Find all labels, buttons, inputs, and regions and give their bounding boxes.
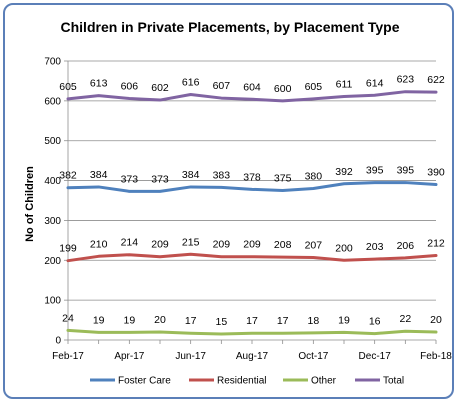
data-label-other: 19 bbox=[338, 314, 350, 326]
data-label-total: 623 bbox=[397, 74, 415, 86]
data-label-residential: 212 bbox=[427, 238, 445, 250]
data-label-residential: 209 bbox=[213, 239, 231, 251]
data-label-total: 602 bbox=[151, 82, 169, 94]
data-label-foster-care: 383 bbox=[213, 169, 231, 181]
data-label-residential: 215 bbox=[182, 236, 200, 248]
data-label-residential: 199 bbox=[59, 243, 77, 255]
y-axis-label: No of Children bbox=[24, 166, 36, 242]
x-tick-label: Feb-18 bbox=[420, 351, 452, 362]
data-label-residential: 208 bbox=[274, 239, 292, 251]
data-label-foster-care: 373 bbox=[151, 173, 169, 185]
data-label-residential: 214 bbox=[121, 237, 139, 249]
series-line-other bbox=[66, 328, 438, 336]
data-labels: 382 384 373 373 384 383 378 375 380 392 395 395 390 1… bbox=[59, 74, 445, 328]
data-label-other: 24 bbox=[62, 312, 74, 324]
data-label-foster-care: 384 bbox=[182, 169, 200, 181]
data-label-other: 17 bbox=[277, 315, 289, 327]
data-label-other: 20 bbox=[154, 314, 166, 326]
y-tick-label: 0 bbox=[55, 336, 61, 347]
data-label-other: 16 bbox=[369, 316, 381, 328]
data-label-foster-care: 395 bbox=[366, 165, 384, 177]
y-tick-label: 400 bbox=[44, 176, 61, 187]
x-tick-label: Oct-17 bbox=[298, 351, 328, 362]
data-label-residential: 203 bbox=[366, 241, 384, 253]
data-label-other: 15 bbox=[215, 316, 227, 328]
data-label-total: 611 bbox=[336, 78, 353, 90]
data-label-total: 614 bbox=[366, 77, 384, 89]
data-label-other: 18 bbox=[307, 315, 319, 327]
y-tick-label: 700 bbox=[44, 57, 61, 68]
data-label-other: 19 bbox=[123, 314, 135, 326]
data-label-other: 19 bbox=[93, 314, 105, 326]
data-label-other: 17 bbox=[246, 315, 258, 327]
data-label-foster-care: 373 bbox=[121, 173, 139, 185]
data-label-foster-care: 378 bbox=[243, 171, 261, 183]
data-label-other: 20 bbox=[430, 314, 442, 326]
data-label-residential: 210 bbox=[90, 238, 108, 250]
data-label-total: 616 bbox=[182, 76, 200, 88]
gridlines bbox=[68, 60, 436, 301]
data-label-residential: 207 bbox=[305, 239, 323, 251]
series-lines bbox=[66, 90, 438, 336]
legend: Foster Care Residential Other Total bbox=[90, 376, 404, 387]
legend-label-foster-care: Foster Care bbox=[118, 376, 171, 387]
x-tick-label: Aug-17 bbox=[236, 351, 269, 362]
data-label-total: 604 bbox=[243, 81, 261, 93]
data-label-foster-care: 390 bbox=[427, 167, 445, 179]
data-label-foster-care: 384 bbox=[90, 169, 108, 181]
y-tick-label: 500 bbox=[44, 136, 61, 147]
data-label-foster-care: 395 bbox=[397, 165, 415, 177]
legend-label-residential: Residential bbox=[217, 376, 266, 387]
data-label-total: 600 bbox=[274, 83, 292, 95]
series-line-foster-care bbox=[66, 181, 438, 193]
data-label-residential: 209 bbox=[151, 239, 169, 251]
legend-label-total: Total bbox=[383, 376, 404, 387]
x-tick-label: Dec-17 bbox=[359, 351, 392, 362]
data-label-residential: 209 bbox=[243, 239, 261, 251]
y-tick-label: 100 bbox=[44, 296, 61, 307]
data-label-total: 622 bbox=[427, 74, 445, 86]
y-tick-label: 200 bbox=[44, 256, 61, 267]
x-tick-label: Apr-17 bbox=[114, 351, 144, 362]
data-label-other: 22 bbox=[399, 313, 411, 325]
data-label-total: 607 bbox=[213, 80, 231, 92]
series-line-total bbox=[66, 90, 438, 103]
series-line-residential bbox=[66, 252, 438, 263]
data-label-foster-care: 380 bbox=[305, 171, 323, 183]
axes: 0 100 200 300 400 500 600 700 Feb-17 Apr-17 Jun-17… bbox=[44, 57, 452, 363]
y-tick-label: 300 bbox=[44, 216, 61, 227]
data-label-foster-care: 392 bbox=[335, 166, 353, 178]
data-label-other: 17 bbox=[185, 315, 197, 327]
chart-frame: Children in Private Placements, by Place… bbox=[3, 3, 454, 399]
data-label-residential: 200 bbox=[335, 242, 353, 254]
data-label-total: 613 bbox=[90, 78, 108, 90]
chart-title: Children in Private Placements, by Place… bbox=[61, 19, 400, 35]
data-label-total: 605 bbox=[59, 81, 77, 93]
data-label-total: 606 bbox=[121, 80, 139, 92]
x-tick-label: Feb-17 bbox=[52, 351, 84, 362]
data-label-foster-care: 382 bbox=[59, 170, 77, 182]
data-label-total: 605 bbox=[305, 81, 323, 93]
y-tick-label: 600 bbox=[44, 96, 61, 107]
line-chart: Children in Private Placements, by Place… bbox=[24, 19, 452, 387]
data-label-residential: 206 bbox=[397, 240, 415, 252]
x-tick-label: Jun-17 bbox=[175, 351, 206, 362]
data-label-foster-care: 375 bbox=[274, 173, 292, 185]
legend-label-other: Other bbox=[311, 376, 337, 387]
